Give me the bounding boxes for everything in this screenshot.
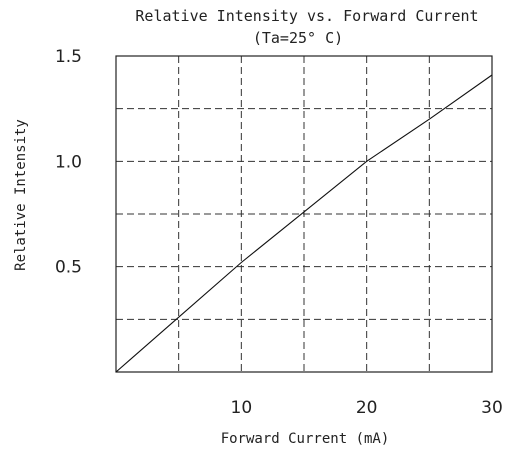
series-line <box>115 74 493 373</box>
y-tick-label: 0.5 <box>55 258 82 278</box>
x-tick-label: 20 <box>356 398 378 418</box>
plot-frame <box>115 55 493 373</box>
chart-subtitle: (Ta=25° C) <box>253 29 343 47</box>
y-axis-label: Relative Intensity <box>13 119 29 271</box>
y-tick-labels: 0.5 1.0 1.5 <box>55 47 82 278</box>
x-tick-labels: 10 20 30 <box>231 398 503 418</box>
x-axis-label: Forward Current (mA) <box>221 431 390 447</box>
chart-title: Relative Intensity vs. Forward Current <box>135 7 478 25</box>
y-tick-label: 1.0 <box>55 152 82 172</box>
x-tick-label: 10 <box>231 398 253 418</box>
y-tick-label: 1.5 <box>55 47 82 67</box>
series-layer <box>115 74 493 373</box>
grid <box>116 56 492 372</box>
x-tick-label: 30 <box>481 398 503 418</box>
